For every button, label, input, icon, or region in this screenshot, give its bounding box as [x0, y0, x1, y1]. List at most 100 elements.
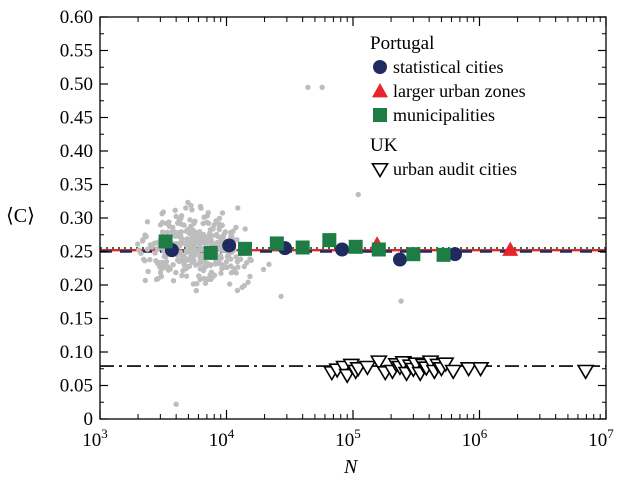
background-point: [178, 257, 185, 264]
background-point: [189, 259, 195, 265]
background-point: [145, 268, 151, 275]
y-tick-label: 0.35: [60, 175, 93, 196]
background-point: [172, 233, 178, 239]
background-point: [170, 261, 176, 268]
background-point: [197, 254, 203, 260]
background-point: [179, 272, 185, 279]
background-point: [147, 256, 153, 263]
background-point: [241, 283, 247, 289]
background-point: [205, 220, 212, 227]
background-point: [136, 247, 142, 253]
y-tick-label: 0.25: [60, 242, 93, 263]
background-point: [188, 202, 194, 209]
background-point: [190, 281, 197, 287]
background-point: [204, 260, 210, 267]
point-municipalities: [436, 247, 451, 262]
background-point: [167, 266, 173, 272]
background-point: [178, 215, 184, 222]
background-point: [191, 232, 198, 239]
x-tick-label: 104: [209, 426, 235, 451]
y-tick-label: 0.05: [60, 376, 93, 397]
point-municipalities: [237, 241, 252, 256]
background-point: [242, 226, 248, 232]
background-point: [218, 255, 224, 261]
background-point: [228, 270, 235, 276]
background-point: [142, 277, 148, 284]
background-point: [223, 259, 230, 265]
background-point: [144, 219, 151, 225]
background-point: [398, 298, 404, 304]
background-point: [184, 257, 190, 263]
point-urban-audit-cities: [444, 364, 463, 380]
x-axis-label: N: [343, 456, 359, 478]
background-point: [183, 265, 189, 272]
background-point: [187, 217, 193, 223]
background-point: [219, 210, 226, 216]
x-tick-label: 107: [588, 426, 614, 451]
background-point: [183, 228, 189, 234]
background-point: [181, 222, 187, 228]
background-point: [187, 249, 193, 256]
background-point: [193, 287, 200, 294]
background-point: [233, 224, 239, 231]
background-point: [218, 270, 224, 276]
y-tick-label: 0.60: [60, 7, 93, 28]
point-municipalities: [158, 234, 173, 249]
axis-ticks: [99, 16, 607, 420]
background-point: [134, 241, 141, 247]
point-municipalities: [406, 247, 421, 262]
background-point: [247, 273, 253, 280]
background-point: [161, 253, 167, 260]
background-point: [166, 219, 172, 225]
point-urban-audit-cities: [459, 362, 478, 378]
background-point: [205, 209, 211, 216]
background-point: [200, 236, 206, 242]
background-point: [173, 269, 179, 276]
background-point: [174, 257, 181, 263]
y-tick-label: 0: [84, 409, 94, 430]
background-point: [158, 265, 165, 272]
x-tick-label: 105: [335, 426, 361, 451]
background-point: [226, 281, 233, 287]
background-point: [194, 236, 201, 242]
background-point: [199, 246, 205, 253]
background-point: [181, 253, 187, 259]
background-point: [155, 275, 161, 282]
background-point: [192, 251, 198, 258]
background-point: [319, 84, 325, 91]
background-point: [231, 266, 237, 272]
background-point: [144, 246, 151, 252]
legend-label-statistical-cities: statistical cities: [393, 57, 503, 77]
background-point: [234, 287, 241, 294]
legend-group-title: Portugal: [370, 33, 434, 54]
background-point: [173, 401, 179, 407]
point-municipalities: [269, 236, 284, 251]
legend-group-title: UK: [370, 135, 398, 156]
background-point: [266, 261, 272, 268]
x-tick-label: 103: [82, 426, 108, 451]
legend-label-urban-audit-cities: urban audit cities: [393, 159, 517, 179]
background-point: [157, 260, 163, 266]
y-tick-label: 0.15: [60, 309, 93, 330]
background-point: [164, 229, 171, 235]
background-point: [170, 278, 177, 284]
point-statistical-cities: [392, 252, 407, 267]
point-statistical-cities: [447, 247, 462, 262]
background-point: [172, 207, 178, 214]
point-urban-audit-cities: [369, 355, 388, 371]
background-point: [169, 229, 175, 235]
y-tick-label: 0.55: [60, 41, 93, 62]
background-point: [142, 232, 148, 238]
point-municipalities: [203, 245, 218, 260]
point-urban-audit-cities: [471, 362, 490, 378]
point-urban-audit-cities: [436, 357, 455, 373]
y-tick-label: 0.45: [60, 108, 93, 129]
point-urban-audit-cities: [576, 364, 595, 380]
legend: Portugal statistical cities larger urban z…: [370, 33, 526, 179]
background-point: [183, 273, 190, 279]
point-statistical-cities: [222, 238, 237, 253]
legend-label-municipalities: municipalities: [393, 105, 495, 125]
background-point: [160, 229, 166, 235]
background-point: [196, 273, 202, 279]
background-point: [235, 205, 241, 211]
